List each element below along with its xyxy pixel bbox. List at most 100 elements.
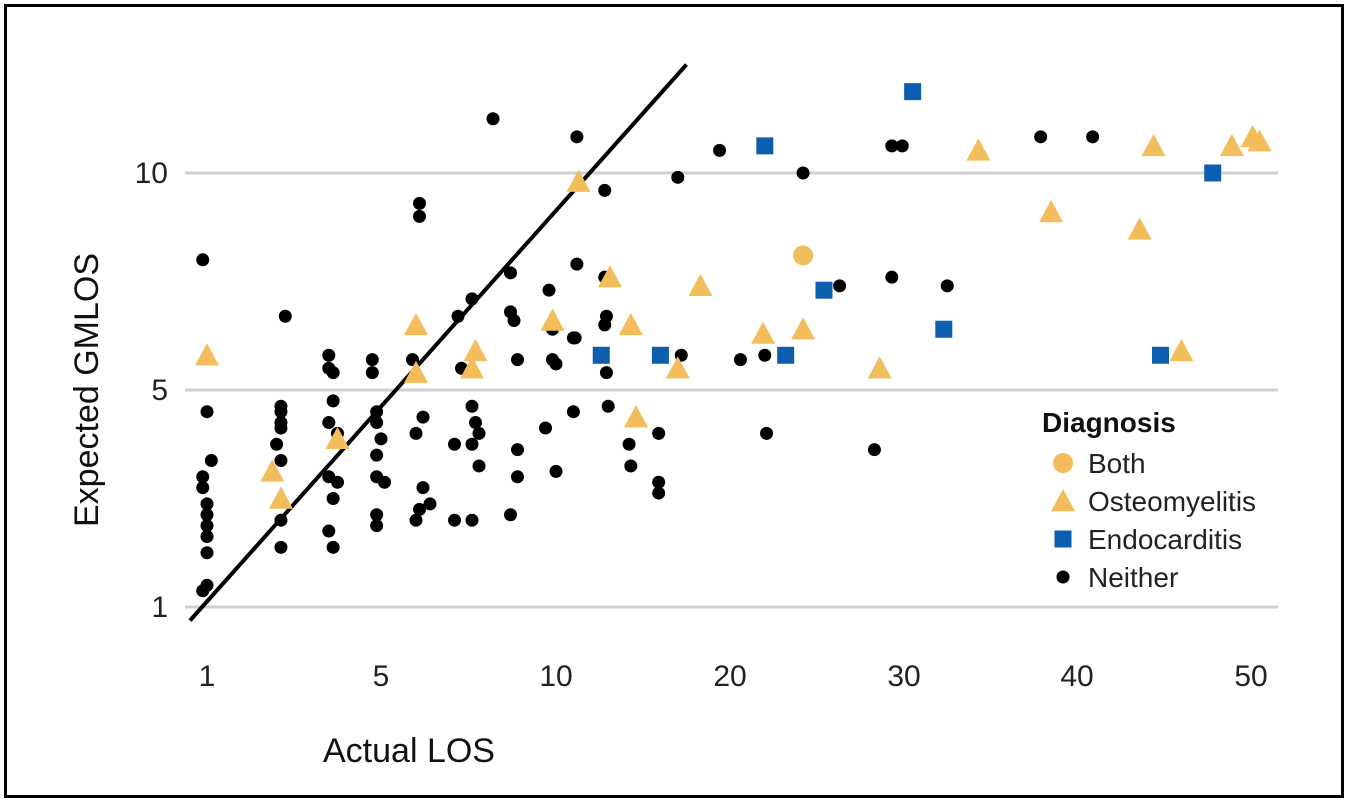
x-tick-label: 1 [199, 660, 216, 693]
point-neither [451, 309, 465, 323]
legend: Diagnosis Both Osteomyelitis Endocarditis N… [1042, 407, 1256, 593]
point-neither [465, 292, 479, 306]
point-neither [322, 416, 336, 430]
point-neither [370, 416, 384, 430]
point-neither [652, 475, 666, 489]
point-osteomyelitis [268, 486, 293, 509]
x-tick-label: 5 [373, 660, 390, 693]
point-neither [760, 426, 774, 440]
point-neither [365, 353, 379, 367]
point-neither [409, 513, 423, 527]
point-osteomyelitis [566, 169, 591, 192]
point-osteomyelitis [540, 308, 565, 331]
point-neither [504, 266, 517, 280]
point-neither [326, 540, 340, 554]
x-tick-label: 10 [539, 660, 572, 693]
legend-label-endocarditis: Endocarditis [1088, 524, 1242, 555]
point-neither [274, 540, 288, 554]
point-neither [570, 130, 584, 144]
point-neither [200, 529, 214, 543]
point-neither [274, 405, 288, 419]
point-neither [504, 508, 517, 522]
point-endocarditis [777, 346, 795, 364]
legend-title: Diagnosis [1042, 407, 1176, 438]
point-osteomyelitis [624, 405, 649, 428]
point-neither [270, 437, 284, 451]
point-neither [200, 497, 214, 511]
point-neither [409, 426, 423, 440]
point-neither [472, 459, 486, 473]
point-both [793, 245, 814, 266]
point-neither [374, 432, 388, 446]
point-osteomyelitis [688, 273, 713, 297]
point-endocarditis [1152, 346, 1170, 364]
point-neither [566, 331, 580, 345]
point-neither [204, 454, 218, 468]
point-osteomyelitis [597, 265, 622, 288]
point-osteomyelitis [325, 426, 350, 450]
point-osteomyelitis [1219, 133, 1244, 157]
point-neither [652, 426, 666, 440]
point-neither [200, 405, 214, 419]
point-neither [465, 399, 479, 413]
point-osteomyelitis [463, 338, 488, 362]
x-tick-label: 50 [1234, 660, 1267, 693]
point-neither [413, 209, 426, 223]
point-neither [365, 366, 379, 380]
point-neither [326, 394, 340, 408]
x-tick-label: 30 [887, 660, 920, 693]
point-neither [598, 183, 612, 197]
point-neither [1086, 130, 1100, 144]
point-neither [624, 459, 638, 473]
x-axis-ticks: 1 5 10 20 30 40 50 [199, 660, 1268, 693]
point-neither [465, 437, 479, 451]
data-points [195, 83, 1272, 598]
legend-marker-neither [1056, 570, 1070, 584]
point-neither [413, 502, 426, 516]
point-neither [867, 443, 881, 457]
legend-marker-both [1053, 453, 1073, 473]
point-neither [1034, 130, 1048, 144]
point-osteomyelitis [966, 138, 991, 161]
x-tick-label: 20 [713, 660, 746, 693]
point-neither [370, 508, 384, 522]
point-neither [511, 443, 524, 457]
point-osteomyelitis [1039, 200, 1064, 223]
grid-lines [185, 171, 1278, 609]
point-neither [200, 519, 214, 533]
legend-label-neither: Neither [1088, 562, 1178, 593]
point-osteomyelitis [1141, 133, 1166, 157]
point-osteomyelitis [404, 312, 428, 336]
point-neither [542, 283, 556, 297]
legend-marker-endocarditis [1054, 530, 1072, 548]
point-neither [796, 166, 810, 180]
point-neither [416, 481, 430, 495]
point-neither [713, 143, 727, 157]
point-neither [322, 348, 336, 362]
point-endocarditis [1204, 164, 1222, 182]
point-neither [423, 497, 437, 511]
point-neither [448, 513, 461, 527]
point-neither [833, 279, 847, 293]
reference-line [188, 63, 688, 622]
point-neither [370, 405, 384, 419]
point-endocarditis [592, 346, 610, 364]
point-osteomyelitis [867, 356, 892, 379]
y-tick-label: 5 [151, 374, 168, 407]
point-neither [652, 486, 666, 500]
x-tick-label: 40 [1060, 660, 1093, 693]
point-neither [413, 196, 426, 210]
point-osteomyelitis [618, 312, 643, 336]
point-neither [507, 314, 521, 328]
point-neither [671, 170, 685, 184]
y-axis-title: Expected GMLOS [68, 253, 106, 527]
point-neither [416, 410, 430, 424]
point-neither [539, 421, 552, 435]
point-osteomyelitis [404, 360, 428, 383]
point-osteomyelitis [1247, 129, 1272, 152]
point-osteomyelitis [665, 356, 690, 379]
point-osteomyelitis [195, 343, 219, 366]
point-neither [196, 470, 210, 484]
point-neither [599, 309, 613, 323]
